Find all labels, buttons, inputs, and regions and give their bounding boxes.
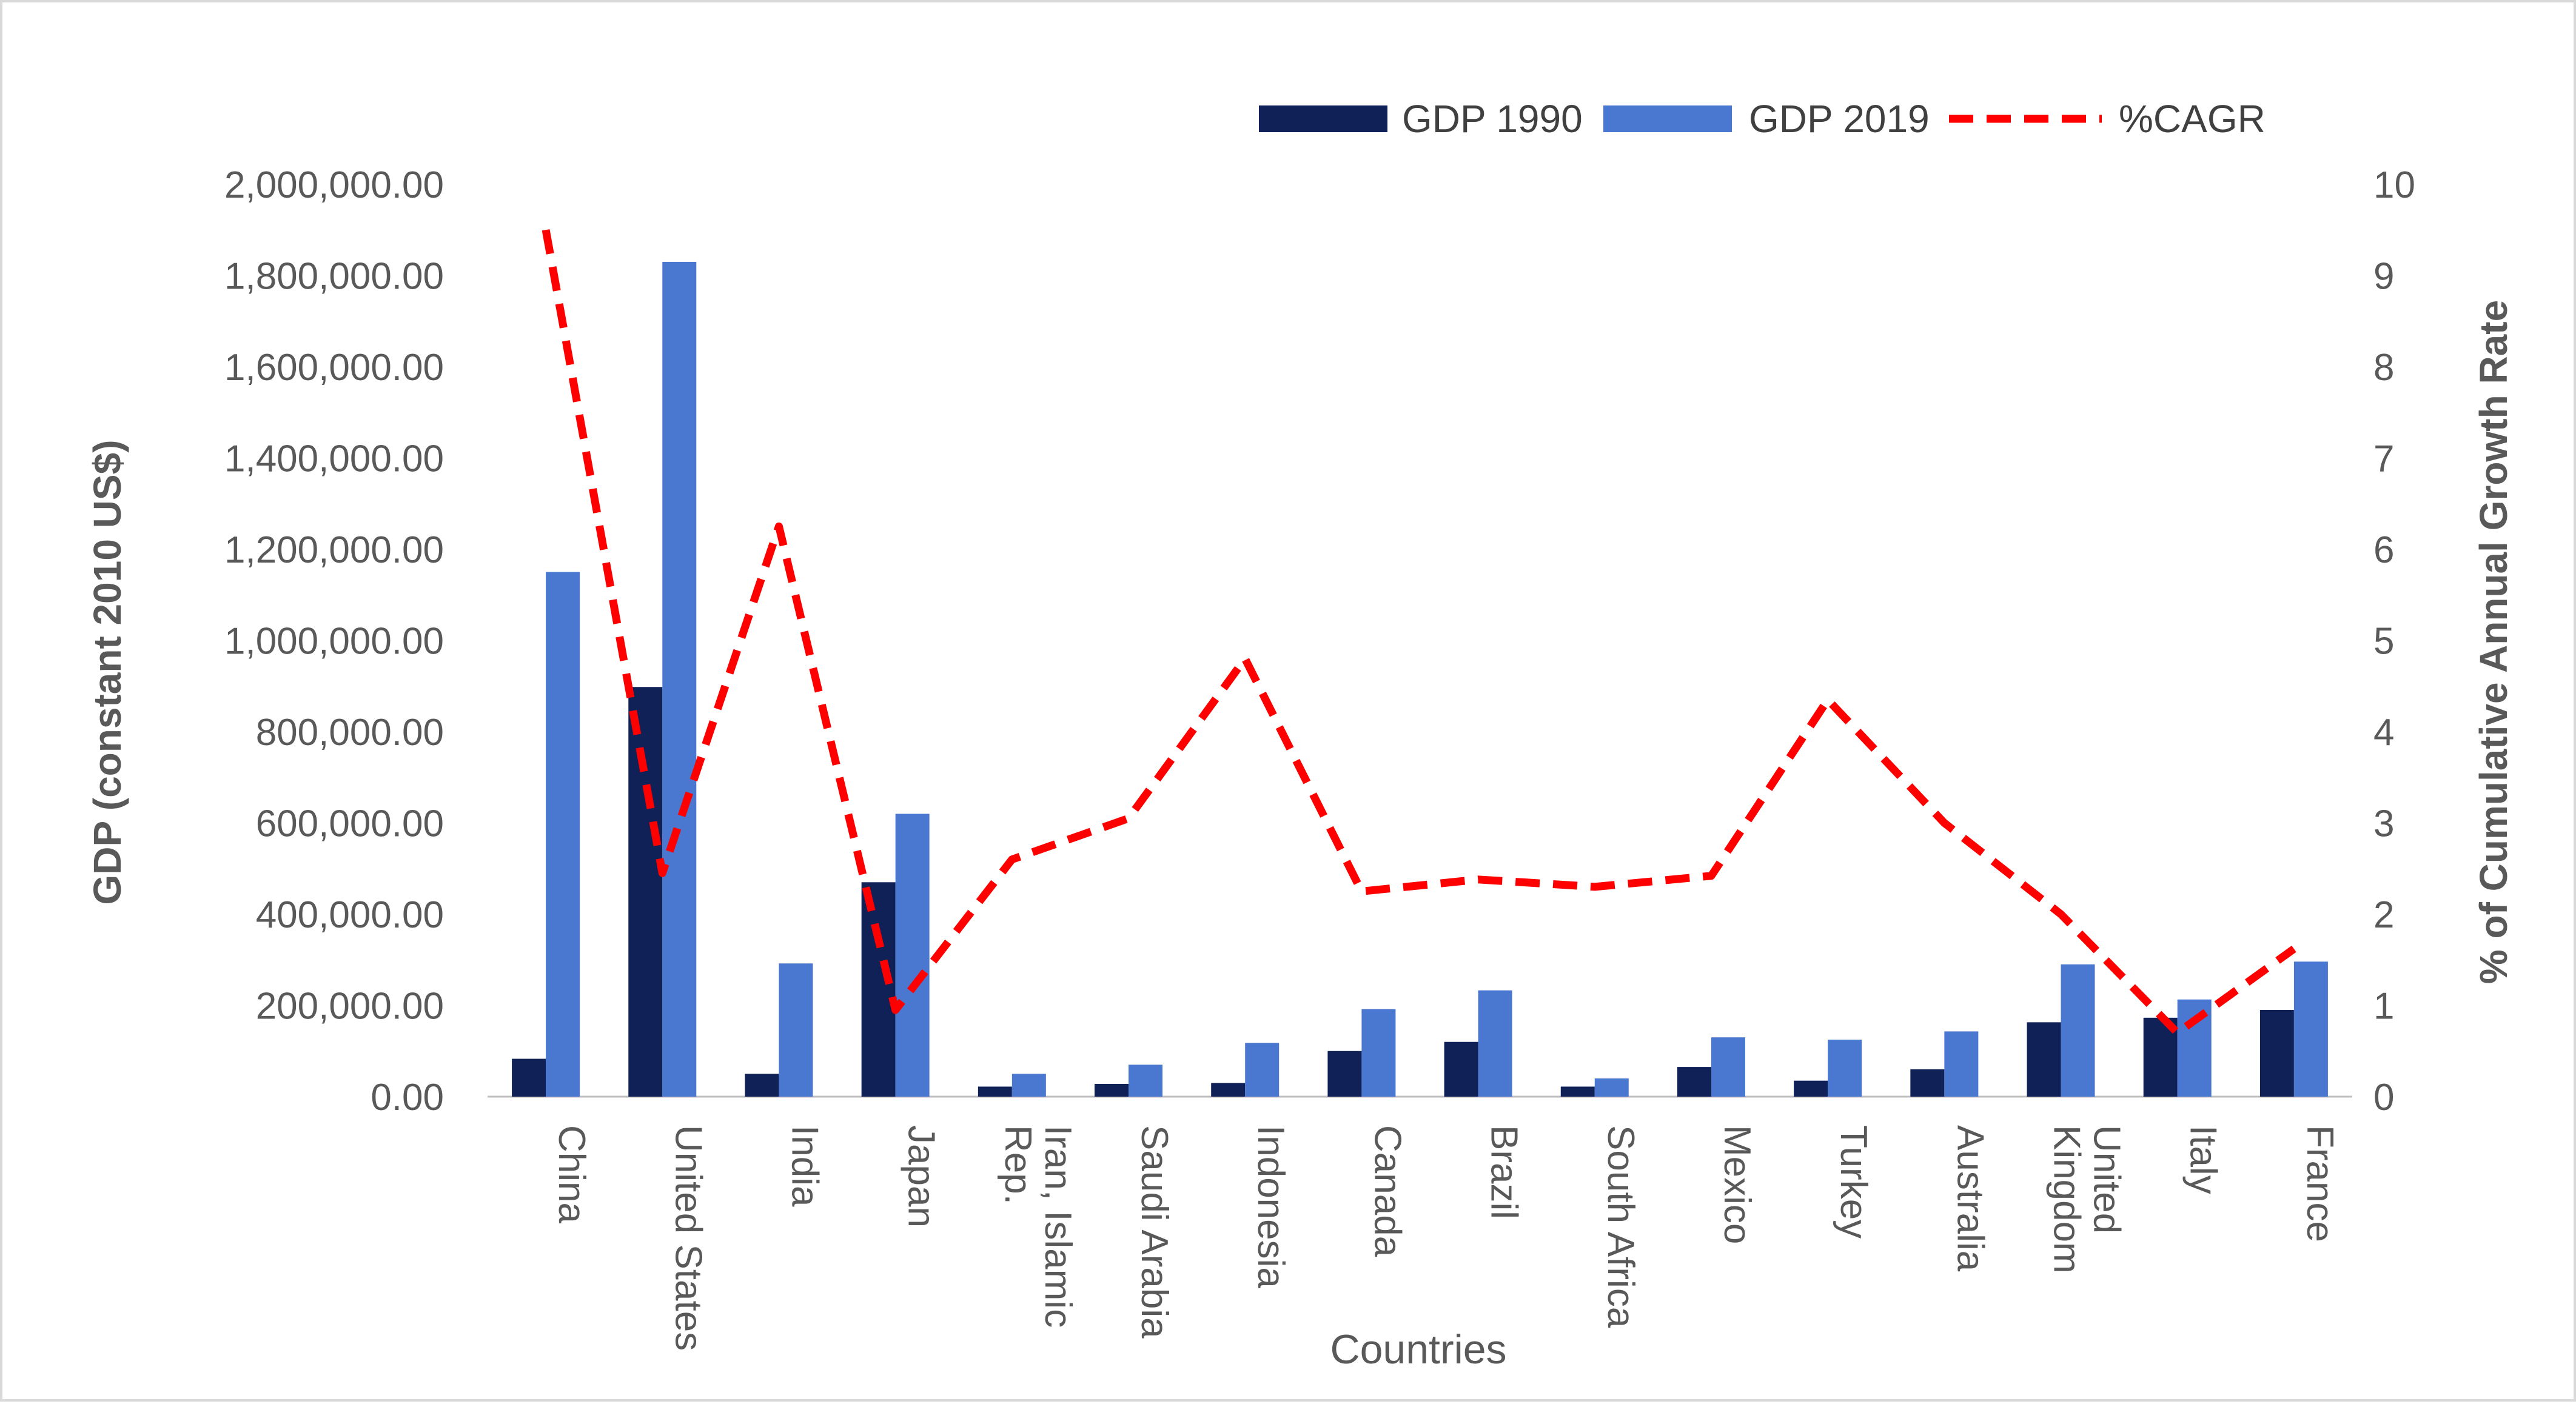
y-tick-label: 400,000.00 bbox=[256, 894, 444, 936]
bar-gdp-2019 bbox=[2061, 964, 2095, 1097]
bar-gdp-1990 bbox=[628, 687, 663, 1097]
bar-gdp-2019 bbox=[2293, 961, 2328, 1097]
y-tick-label: 1,400,000.00 bbox=[224, 438, 444, 480]
y2-tick-label: 0 bbox=[2373, 1077, 2394, 1118]
y2-tick-label: 4 bbox=[2373, 712, 2394, 754]
bar-gdp-1990 bbox=[1095, 1083, 1129, 1097]
x-category-label: Indonesia bbox=[1250, 1125, 1292, 1288]
x-category-label: Brazil bbox=[1483, 1125, 1525, 1219]
y-tick-label: 1,600,000.00 bbox=[224, 347, 444, 389]
bar-gdp-2019 bbox=[1478, 990, 1512, 1097]
y2-tick-label: 1 bbox=[2373, 986, 2394, 1028]
x-category-label: Italy bbox=[2182, 1125, 2224, 1194]
bar-gdp-2019 bbox=[1711, 1037, 1745, 1097]
bar-gdp-2019 bbox=[779, 963, 813, 1097]
bar-gdp-1990 bbox=[978, 1086, 1012, 1097]
x-category-label: United States bbox=[667, 1125, 709, 1351]
y-tick-label: 0.00 bbox=[371, 1077, 444, 1118]
y-tick-label: 800,000.00 bbox=[256, 712, 444, 754]
legend-swatch-gdp-1990 bbox=[1259, 105, 1387, 132]
bar-gdp-2019 bbox=[1361, 1009, 1396, 1097]
y-tick-label: 1,000,000.00 bbox=[224, 621, 444, 663]
bars bbox=[512, 261, 2328, 1097]
bar-gdp-2019 bbox=[546, 572, 580, 1097]
y2-tick-label: 7 bbox=[2373, 438, 2394, 480]
y2-tick-label: 10 bbox=[2373, 164, 2415, 206]
cagr-line bbox=[542, 229, 2296, 1037]
legend-label-gdp-2019: GDP 2019 bbox=[1749, 97, 1930, 141]
y2-tick-label: 3 bbox=[2373, 803, 2394, 845]
bar-gdp-1990 bbox=[2027, 1022, 2061, 1097]
y2-tick-label: 2 bbox=[2373, 894, 2394, 936]
x-category-label: China bbox=[551, 1125, 592, 1224]
x-category-label: South Africa bbox=[1600, 1125, 1642, 1328]
bar-gdp-1990 bbox=[861, 882, 896, 1097]
y2-tick-label: 8 bbox=[2373, 347, 2394, 389]
x-category-label: India bbox=[783, 1125, 825, 1207]
bar-gdp-2019 bbox=[1245, 1043, 1280, 1097]
x-category-label: Saudi Arabia bbox=[1133, 1125, 1175, 1339]
x-category-label: United bbox=[2086, 1125, 2128, 1234]
x-axis-title: Countries bbox=[1330, 1326, 1506, 1372]
x-category-label: France bbox=[2299, 1125, 2341, 1242]
bar-gdp-2019 bbox=[895, 814, 930, 1097]
x-category-label: Turkey bbox=[1833, 1125, 1874, 1239]
x-category-label: Rep. bbox=[997, 1125, 1039, 1205]
bar-gdp-1990 bbox=[1327, 1051, 1362, 1097]
bar-gdp-1990 bbox=[1794, 1080, 1828, 1097]
bar-gdp-1990 bbox=[1444, 1041, 1478, 1097]
bar-gdp-1990 bbox=[512, 1058, 546, 1097]
legend-swatch-gdp-2019 bbox=[1603, 105, 1732, 132]
legend-label-gdp-1990: GDP 1990 bbox=[1402, 97, 1583, 141]
y2-tick-label: 9 bbox=[2373, 256, 2394, 298]
bar-gdp-1990 bbox=[2259, 1010, 2294, 1097]
y-tick-label: 1,200,000.00 bbox=[224, 529, 444, 571]
y-tick-label: 600,000.00 bbox=[256, 803, 444, 845]
bar-gdp-2019 bbox=[1011, 1074, 1046, 1097]
bar-gdp-2019 bbox=[1944, 1031, 1979, 1097]
y-tick-label: 200,000.00 bbox=[256, 986, 444, 1028]
x-category-label: Iran, Islamic bbox=[1037, 1125, 1079, 1328]
y2-axis-title: % of Cumulative Annual Growth Rate bbox=[2472, 300, 2515, 984]
y2-tick-label: 5 bbox=[2373, 621, 2394, 663]
bar-gdp-1990 bbox=[1560, 1086, 1595, 1097]
x-category-label: Canada bbox=[1366, 1125, 1408, 1257]
y-axis-left-ticks: 0.00 200,000.00 400,000.00 600,000.00 800,00… bbox=[224, 164, 444, 1118]
bar-gdp-1990 bbox=[1677, 1067, 1711, 1097]
y-tick-label: 2,000,000.00 bbox=[224, 164, 444, 206]
bar-gdp-2019 bbox=[662, 261, 697, 1097]
y-axis-title: GDP (constant 2010 US$) bbox=[86, 440, 129, 904]
x-category-label: Kingdom bbox=[2046, 1125, 2088, 1274]
bar-gdp-2019 bbox=[1594, 1078, 1629, 1097]
bar-gdp-1990 bbox=[745, 1074, 779, 1097]
bar-gdp-1990 bbox=[1211, 1083, 1246, 1097]
x-category-label: Australia bbox=[1949, 1125, 1991, 1272]
y-tick-label: 1,800,000.00 bbox=[224, 256, 444, 298]
x-axis-category-labels: China United States India Japan Iran, Islami… bbox=[551, 1125, 2341, 1351]
bar-gdp-2019 bbox=[1129, 1065, 1163, 1097]
bar-gdp-1990 bbox=[1910, 1069, 1945, 1097]
y2-tick-label: 6 bbox=[2373, 529, 2394, 571]
bar-gdp-2019 bbox=[1828, 1039, 1862, 1097]
x-category-label: Japan bbox=[901, 1125, 942, 1228]
legend: GDP 1990 GDP 2019 %CAGR bbox=[1259, 97, 2266, 141]
x-category-label: Mexico bbox=[1716, 1125, 1758, 1244]
legend-label--cagr: %CAGR bbox=[2119, 97, 2266, 141]
y-axis-right-ticks: 0 1 2 3 4 5 6 7 8 9 10 bbox=[2373, 164, 2415, 1118]
